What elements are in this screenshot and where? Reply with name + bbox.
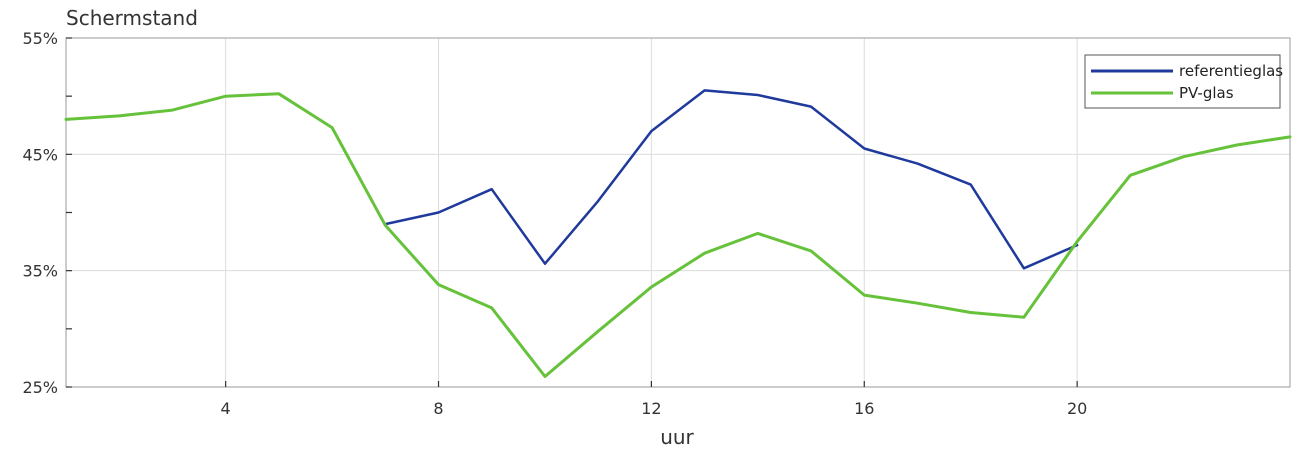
- y-axis-title: Schermstand: [66, 6, 198, 30]
- y-tick-label: 35%: [22, 262, 58, 281]
- legend-entry-label: referentieglas: [1179, 62, 1283, 80]
- axis-ticks: 4 8 12 16 20 25% 35% 45% 55%: [22, 29, 1087, 418]
- series-line-referentieglas: [384, 89, 1079, 270]
- x-tick-label: 20: [1067, 399, 1087, 418]
- y-tick-label: 55%: [22, 29, 58, 48]
- x-tick-label: 16: [854, 399, 874, 418]
- y-tick-label: 25%: [22, 378, 58, 397]
- series-line-pv-glas: [64, 92, 1292, 378]
- legend-entry-label: PV-glas: [1179, 84, 1234, 102]
- legend-box: [1084, 54, 1281, 109]
- x-tick-label: 12: [641, 399, 661, 418]
- y-tick-label: 45%: [22, 145, 58, 164]
- x-axis-title: uur: [660, 425, 694, 449]
- series-lines: [64, 89, 1292, 378]
- legend: referentieglas PV-glas: [1084, 54, 1283, 109]
- x-tick-label: 8: [433, 399, 443, 418]
- x-tick-label: 4: [221, 399, 231, 418]
